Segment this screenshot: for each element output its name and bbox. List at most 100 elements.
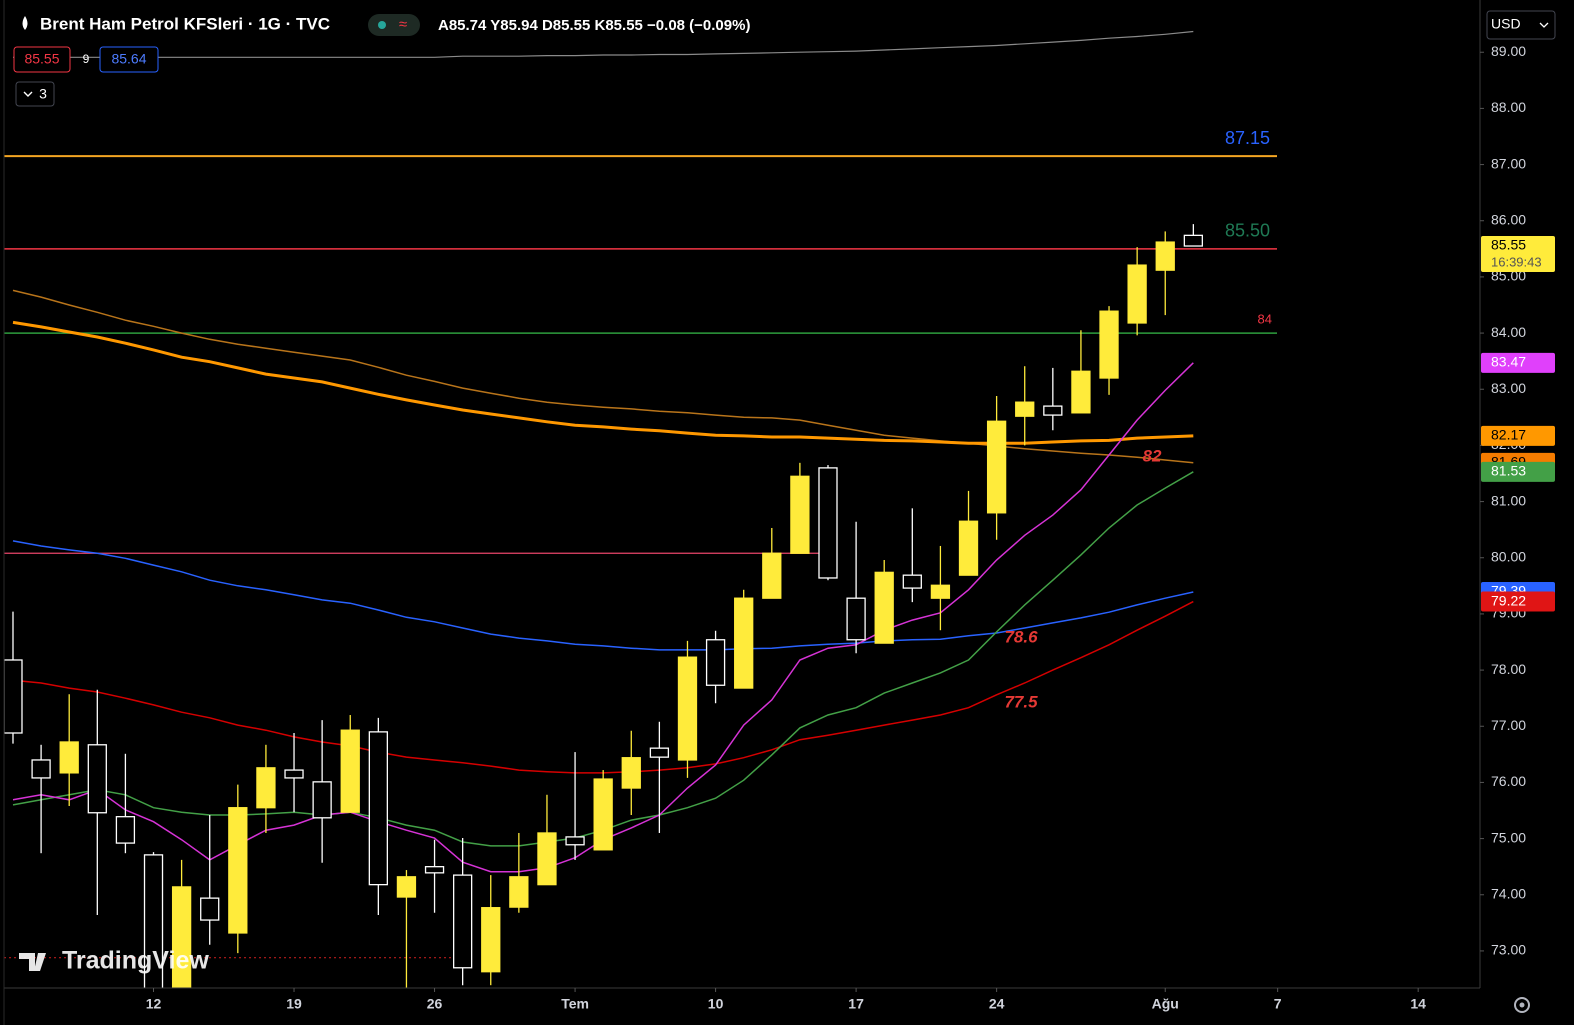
candle-body [4,659,23,734]
annotation: 77.5 [1004,692,1038,711]
annotation: 82 [1143,446,1162,465]
candle-body [59,741,79,774]
candle-body [87,744,107,814]
candle-body [1127,264,1147,324]
candle-body [284,769,304,779]
market-status-dot [378,21,386,29]
price-badge-countdown: 16:39:43 [1491,254,1542,269]
candle-body [874,571,894,644]
candle-body [762,552,782,599]
ma-line [13,30,1194,58]
horizontal-line-label: 85.50 [1225,221,1270,241]
candle-body [481,907,501,973]
candle-body [565,836,585,846]
x-tick-label: 24 [989,996,1005,1012]
indicator-value: 85.64 [111,51,146,67]
candle-body [649,747,670,758]
chevron-icon [1539,22,1549,28]
candle-body [621,757,641,789]
indicator-value-box [99,46,159,73]
ohlc-legend: A85.74 Y85.94 D85.55 K85.55 −0.08 (−0.09… [438,17,750,34]
indicator-value: 85.55 [24,51,59,67]
y-tick-label: 83.00 [1491,380,1526,396]
settings-icon [1519,1002,1525,1008]
candle-body [1183,234,1203,247]
price-badge [1481,236,1555,273]
currency-button[interactable] [1486,10,1556,40]
data-delay-icon: ≈ [399,16,407,33]
y-tick-label: 76.00 [1491,773,1526,789]
y-tick-label: 80.00 [1491,548,1526,564]
indicator-value-box [13,46,71,73]
candle-body [424,866,445,874]
candle-body [228,807,248,934]
y-tick-label: 89.00 [1491,43,1526,59]
y-tick-label: 73.00 [1491,942,1526,958]
y-tick-label: 84.00 [1491,324,1526,340]
x-tick-label: 7 [1274,996,1282,1012]
price-badge [1481,425,1555,446]
y-tick-label: 87.00 [1491,155,1526,171]
candle-body [593,778,613,851]
candle-body [958,520,979,576]
symbol-title[interactable]: Brent Ham Petrol KFSleri · 1G · TVC [40,14,330,33]
price-badge [1481,352,1555,373]
candle-body [115,816,136,844]
y-tick-label: 86.00 [1491,211,1526,227]
x-tick-label: 14 [1410,996,1426,1012]
currency-label: USD [1491,16,1521,32]
y-tick-label: 88.00 [1491,99,1526,115]
price-badge-label: 81.53 [1491,463,1526,479]
candle-body [705,639,726,686]
collapsed-count: 3 [39,86,47,102]
price-badge-label: 85.55 [1491,237,1526,253]
candle-body [1043,405,1063,416]
candle-body [930,584,951,599]
x-tick-label: 12 [146,996,162,1012]
price-badge [1481,461,1555,482]
indicator-value: 9 [83,52,90,66]
candle-body [986,420,1007,514]
candle-body [537,832,557,886]
candle-body [734,597,754,689]
candle-body [818,467,838,579]
symbol-icon [22,16,28,30]
horizontal-line-label: 87.15 [1225,128,1270,148]
candle-body [1071,370,1091,414]
candle-body [1015,401,1035,417]
candle-body [171,886,192,988]
plot-area [4,30,1277,988]
candle-body [677,656,698,761]
y-tick-label: 81.00 [1491,492,1526,508]
candle-body [846,597,866,641]
watermark-logo [19,953,46,971]
horizontal-line-label: 84 [1258,312,1272,327]
y-tick-label: 77.00 [1491,717,1526,733]
price-badge-label: 82.17 [1491,427,1526,443]
candle-body [1099,310,1119,379]
collapse-button[interactable] [15,81,55,107]
candle-body [340,729,360,813]
settings-button[interactable] [1514,997,1530,1013]
candle-body [368,731,388,886]
candle-body [256,767,276,809]
price-badge [1481,591,1555,612]
y-tick-label: 78.00 [1491,661,1526,677]
price-badge-label: 79.22 [1491,592,1526,608]
x-tick-label: 19 [286,996,302,1012]
candle-body [31,759,51,779]
price-badge-label: 83.47 [1491,354,1526,370]
candle-body [902,574,922,589]
candle-body [396,876,417,898]
watermark: TradingView [19,947,209,975]
candle-body [200,897,220,921]
x-tick-label: 17 [848,996,864,1012]
status-pill[interactable] [368,14,420,36]
candle-body [509,876,529,908]
candle-body [143,854,164,988]
y-tick-label: 74.00 [1491,885,1526,901]
chevron-icon [23,91,33,97]
annotation: 78.6 [1004,627,1038,646]
